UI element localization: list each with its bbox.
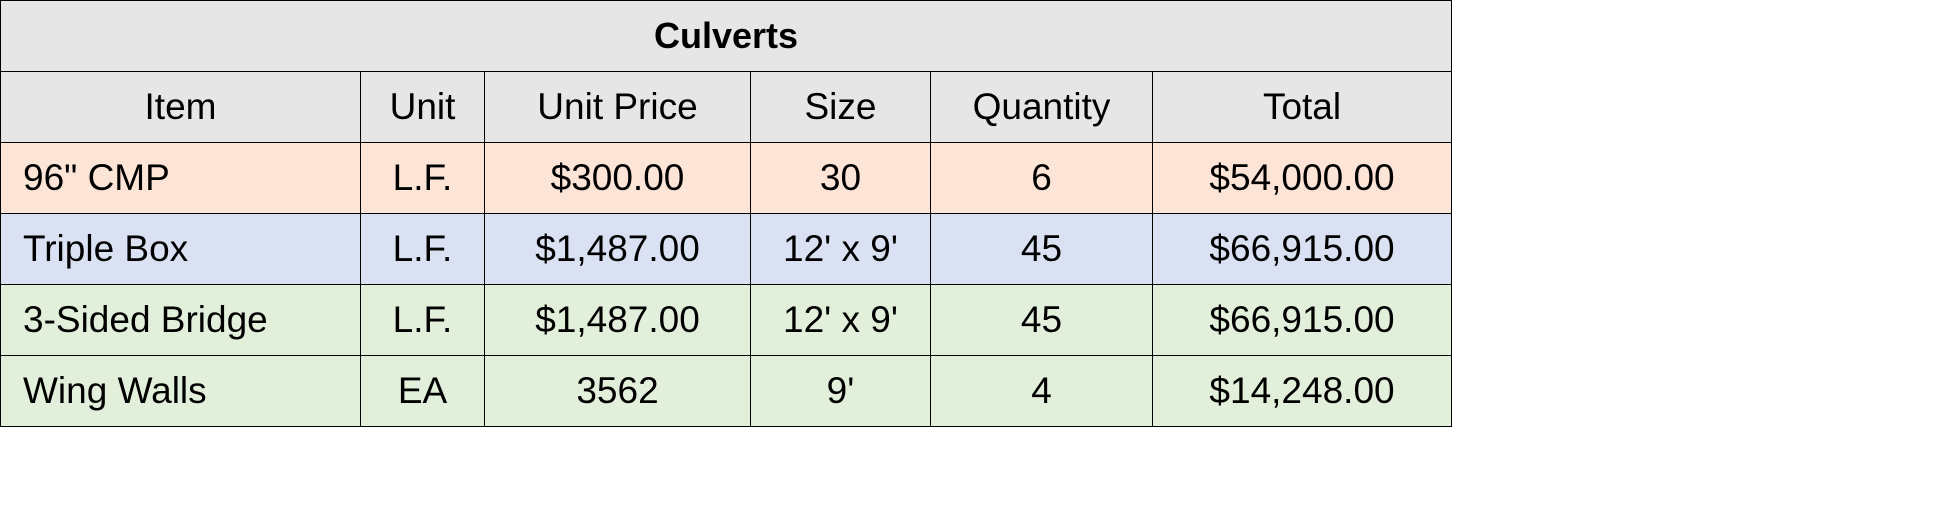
data-cell: $1,487.00 (484, 213, 751, 285)
data-row: Triple Box L.F. $1,487.00 12' x 9' 45 $66,915… (0, 213, 1453, 285)
item-cell: Triple Box (0, 213, 361, 285)
data-cell: L.F. (360, 213, 485, 285)
data-row: Wing Walls EA 3562 9' 4 $14,248.00 (0, 355, 1453, 427)
header-cell: Size (750, 71, 931, 143)
data-cell: $14,248.00 (1151, 355, 1453, 427)
header-cell: Unit (360, 71, 485, 143)
data-cell: 4 (930, 355, 1153, 427)
header-cell: Total (1151, 71, 1453, 143)
title-row: Culverts (0, 0, 1453, 72)
data-cell: $66,915.00 (1151, 284, 1453, 356)
header-cell: Quantity (930, 71, 1153, 143)
culverts-table: Culverts Item Unit Unit Price Size Quantity T… (0, 0, 1453, 427)
item-cell: Wing Walls (0, 355, 361, 427)
data-cell: 45 (930, 213, 1153, 285)
header-cell: Item (0, 71, 361, 143)
data-cell: $54,000.00 (1151, 142, 1453, 214)
data-cell: $66,915.00 (1151, 213, 1453, 285)
item-cell: 96" CMP (0, 142, 361, 214)
item-cell: 3-Sided Bridge (0, 284, 361, 356)
data-cell: 9' (750, 355, 931, 427)
data-cell: L.F. (360, 284, 485, 356)
data-row: 3-Sided Bridge L.F. $1,487.00 12' x 9' 45 $66… (0, 284, 1453, 356)
header-row: Item Unit Unit Price Size Quantity Total (0, 71, 1453, 143)
header-cell: Unit Price (484, 71, 751, 143)
data-cell: 12' x 9' (750, 284, 931, 356)
data-cell: 12' x 9' (750, 213, 931, 285)
data-cell: EA (360, 355, 485, 427)
data-cell: 45 (930, 284, 1153, 356)
data-cell: $1,487.00 (484, 284, 751, 356)
data-cell: L.F. (360, 142, 485, 214)
data-row: 96" CMP L.F. $300.00 30 6 $54,000.00 (0, 142, 1453, 214)
data-cell: 30 (750, 142, 931, 214)
data-cell: 6 (930, 142, 1153, 214)
data-cell: 3562 (484, 355, 751, 427)
data-cell: $300.00 (484, 142, 751, 214)
table-body: Culverts Item Unit Unit Price Size Quantity T… (0, 0, 1453, 427)
table-title: Culverts (0, 0, 1453, 72)
